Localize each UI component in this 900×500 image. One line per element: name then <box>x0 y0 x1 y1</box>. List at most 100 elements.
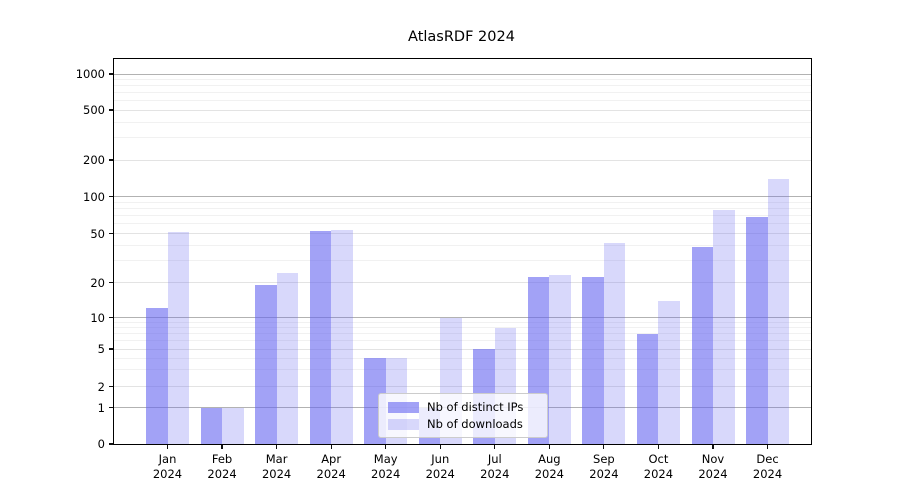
gridline-50 <box>114 233 811 234</box>
x-tick-label: Jan 2024 <box>152 452 183 481</box>
gridline-minor <box>114 78 811 80</box>
gridline-minor <box>114 340 811 342</box>
gridline-minor <box>114 201 811 203</box>
gridline-minor <box>114 92 811 94</box>
gridline-minor <box>114 85 811 87</box>
y-tick-label: 200 <box>83 153 105 167</box>
legend-row-downloads: Nb of downloads <box>388 417 538 431</box>
gridline-minor <box>114 333 811 335</box>
x-tick-label: Mar 2024 <box>261 452 292 481</box>
legend-row-distinct-ips: Nb of distinct IPs <box>388 400 538 414</box>
x-tick-mark <box>276 445 278 449</box>
y-tick-label: 20 <box>90 275 105 290</box>
gridline-10 <box>114 317 811 318</box>
gridline-minor <box>114 223 811 225</box>
x-tick-label: May 2024 <box>371 452 401 481</box>
gridline-minor <box>114 244 811 246</box>
gridline-500 <box>114 109 811 111</box>
y-tick-mark <box>109 109 113 111</box>
bar-distinct-ips-nov <box>691 246 713 444</box>
bar-downloads-nov <box>713 210 735 444</box>
legend-label-distinct-ips: Nb of distinct IPs <box>427 400 524 414</box>
gridline-minor <box>114 321 811 323</box>
gridline-20 <box>114 282 811 283</box>
y-tick-mark <box>109 443 113 445</box>
bar-downloads-feb <box>222 407 244 444</box>
x-tick-mark <box>494 445 496 449</box>
gridline-minor <box>114 121 811 123</box>
bar-downloads-oct <box>658 300 680 444</box>
gridline-1000 <box>114 73 811 75</box>
x-tick-mark <box>712 445 714 449</box>
y-tick-mark <box>109 406 113 409</box>
bar-distinct-ips-dec <box>746 217 768 444</box>
y-tick-label: 1 <box>97 400 105 415</box>
x-tick-label: Jun 2024 <box>425 452 455 481</box>
y-tick-mark <box>109 281 113 284</box>
y-tick-mark <box>109 232 113 235</box>
bar-downloads-aug <box>549 275 571 444</box>
bar-distinct-ips-sep <box>582 277 604 444</box>
y-tick-mark <box>109 73 113 75</box>
gridline-minor <box>114 100 811 102</box>
gridline-minor <box>114 357 811 359</box>
y-tick-label: 1000 <box>75 67 105 81</box>
x-tick-label: Apr 2024 <box>316 452 346 481</box>
bar-distinct-ips-oct <box>636 333 659 444</box>
x-tick-label: Nov 2024 <box>698 452 728 481</box>
y-tick-label: 50 <box>90 226 105 241</box>
x-tick-mark <box>766 445 769 449</box>
y-tick-label: 100 <box>83 189 105 204</box>
x-tick-label: Aug 2024 <box>534 452 564 481</box>
x-tick-mark <box>657 445 660 449</box>
bar-downloads-mar <box>276 272 299 444</box>
x-tick-label: Feb 2024 <box>207 452 237 481</box>
gridline-2 <box>114 386 811 387</box>
y-tick-mark <box>109 385 113 388</box>
y-tick-mark <box>109 195 113 198</box>
gridline-minor <box>114 260 811 262</box>
y-tick-label: 5 <box>97 342 105 356</box>
legend-swatch-distinct-ips <box>388 401 419 413</box>
y-tick-label: 10 <box>90 310 105 325</box>
bar-distinct-ips-jan <box>146 308 168 444</box>
plot-area: Nb of distinct IPs Nb of downloads <box>113 58 812 445</box>
gridline-minor <box>114 207 811 209</box>
gridline-200 <box>114 159 811 161</box>
x-tick-mark <box>385 445 387 449</box>
y-tick-label: 500 <box>83 103 105 117</box>
y-tick-label: 2 <box>97 379 105 394</box>
x-tick-label: Sep 2024 <box>589 452 619 481</box>
gridline-100 <box>114 196 811 197</box>
chart-title: AtlasRDF 2024 <box>408 29 515 45</box>
legend-swatch-downloads <box>388 418 419 430</box>
bar-downloads-sep <box>603 242 626 444</box>
gridline-minor <box>114 327 811 329</box>
y-tick-label: 0 <box>97 437 105 451</box>
bar-downloads-apr <box>331 230 353 444</box>
x-tick-label: Oct 2024 <box>643 452 674 481</box>
gridline-5 <box>114 348 811 350</box>
x-tick-label: Dec 2024 <box>752 452 783 481</box>
gridline-minor <box>114 137 811 139</box>
gridline-minor <box>114 215 811 217</box>
gridline-minor <box>114 369 811 371</box>
bar-distinct-ips-apr <box>309 231 332 444</box>
x-tick-mark <box>221 445 223 449</box>
x-tick-mark <box>330 445 332 449</box>
y-tick-mark <box>109 316 113 319</box>
bar-distinct-ips-feb <box>200 407 223 444</box>
y-tick-mark <box>109 348 113 350</box>
bar-distinct-ips-mar <box>255 285 277 444</box>
y-tick-mark <box>109 159 113 161</box>
x-tick-mark <box>439 445 441 449</box>
x-tick-mark <box>548 445 550 449</box>
bar-downloads-jan <box>167 232 189 444</box>
x-tick-mark <box>166 445 169 449</box>
legend: Nb of distinct IPs Nb of downloads <box>378 393 548 438</box>
x-tick-mark <box>603 445 605 449</box>
bar-downloads-dec <box>767 178 790 444</box>
x-tick-label: Jul 2024 <box>480 452 510 481</box>
legend-label-downloads: Nb of downloads <box>427 417 523 431</box>
